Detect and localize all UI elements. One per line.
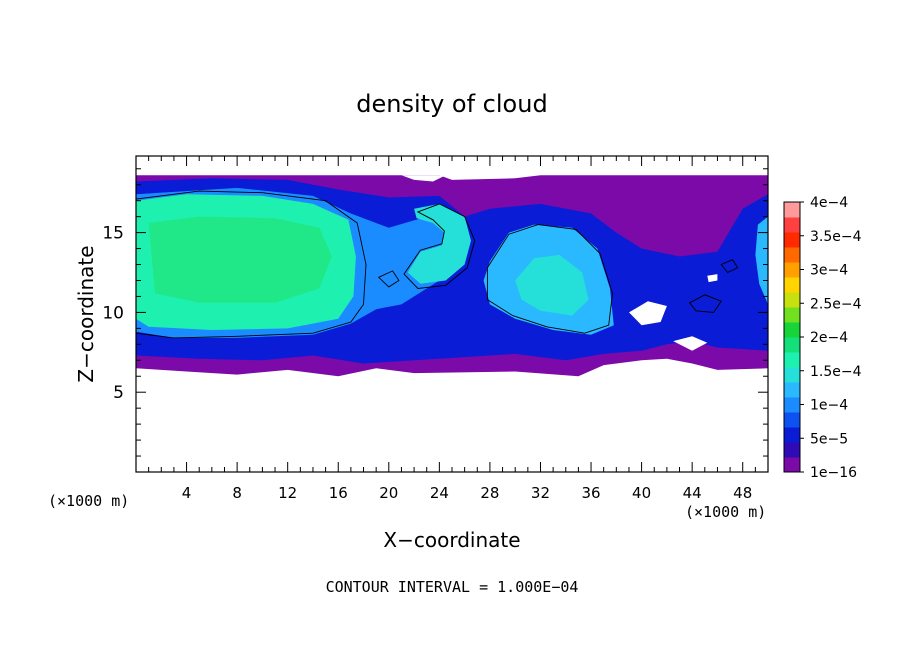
- colorbar-swatch: [784, 352, 800, 368]
- x-tick-label: 40: [632, 484, 651, 502]
- colorbar-label: 2.5e−4: [810, 296, 862, 312]
- y-axis: 5 10 15: [102, 168, 768, 457]
- contour-line: [486, 224, 613, 334]
- x-axis: 4 8 12 16 20 24 28 32 36 40 44 48: [148, 156, 756, 502]
- region-left-core-inner: [148, 216, 332, 303]
- colorbar-swatch: [784, 232, 800, 248]
- contour-line: [403, 203, 476, 289]
- colorbar-label: 1e−16: [810, 465, 857, 481]
- x-tick-label: 32: [531, 484, 550, 502]
- contour-line: [688, 294, 722, 313]
- colorbar-swatch: [784, 412, 800, 428]
- y-tick-label: 10: [102, 303, 124, 323]
- colorbar-swatch: [784, 382, 800, 398]
- contour-line: [720, 259, 739, 274]
- colorbar-label: 1.5e−4: [810, 364, 862, 380]
- colorbar-label: 3e−4: [810, 263, 848, 279]
- colorbar-swatch: [784, 367, 800, 383]
- region-gap-4: [707, 274, 718, 283]
- contour-line: [135, 190, 367, 339]
- x-tick-label: 8: [232, 484, 242, 502]
- colorbar-label: 4e−4: [810, 195, 848, 211]
- colorbar-swatch: [784, 307, 800, 323]
- colorbar-label: 3.5e−4: [810, 229, 862, 245]
- x-tick-label: 20: [379, 484, 398, 502]
- colorbar-swatch: [784, 397, 800, 413]
- colorbar-label: 5e−5: [810, 431, 848, 447]
- chart-title: density of cloud: [356, 90, 547, 118]
- heatmap-field: [136, 175, 768, 377]
- x-unit-left: (×1000 m): [48, 492, 129, 510]
- x-tick-label: 48: [733, 484, 752, 502]
- colorbar-swatch: [784, 292, 800, 308]
- x-unit-right: (×1000 m): [685, 503, 766, 521]
- colorbar-swatch: [784, 277, 800, 293]
- colorbar-swatch: [784, 262, 800, 278]
- region-right-bubble-core: [515, 254, 589, 316]
- x-tick-label: 28: [480, 484, 499, 502]
- colorbar-swatch: [784, 427, 800, 443]
- y-tick-label: 5: [113, 383, 124, 403]
- x-axis-label: X−coordinate: [383, 528, 520, 552]
- colorbar-swatch: [784, 202, 800, 218]
- colorbar: 4e−4 3.5e−4 3e−4 2.5e−4 2e−4 1.5e−4 1e−4 5e−5 1e…: [783, 195, 862, 481]
- colorbar-swatch: [784, 322, 800, 338]
- contour-line: [377, 270, 400, 288]
- colorbar-swatch: [784, 217, 800, 233]
- colorbar-swatch: [784, 442, 800, 458]
- region-gap-1: [401, 175, 446, 182]
- region-far-right-patch: [755, 216, 768, 305]
- x-tick-label: 44: [683, 484, 702, 502]
- x-tick-label: 4: [182, 484, 192, 502]
- contour-lines: [135, 190, 739, 339]
- colorbar-swatch: [784, 247, 800, 263]
- colorbar-label: 2e−4: [810, 330, 848, 346]
- x-tick-label: 12: [278, 484, 297, 502]
- colorbar-label: 1e−4: [810, 398, 848, 414]
- x-tick-label: 24: [430, 484, 449, 502]
- contour-interval: CONTOUR INTERVAL = 1.000E−04: [326, 578, 579, 596]
- region-swirl-upper: [407, 203, 471, 284]
- colorbar-swatch: [784, 337, 800, 353]
- y-axis-label: Z−coordinate: [74, 245, 98, 382]
- colorbar-swatch: [784, 457, 800, 473]
- x-tick-label: 36: [581, 484, 600, 502]
- x-tick-label: 16: [329, 484, 348, 502]
- y-tick-label: 15: [102, 224, 124, 244]
- region-gap-3: [673, 336, 708, 351]
- region-gap-2: [629, 301, 667, 326]
